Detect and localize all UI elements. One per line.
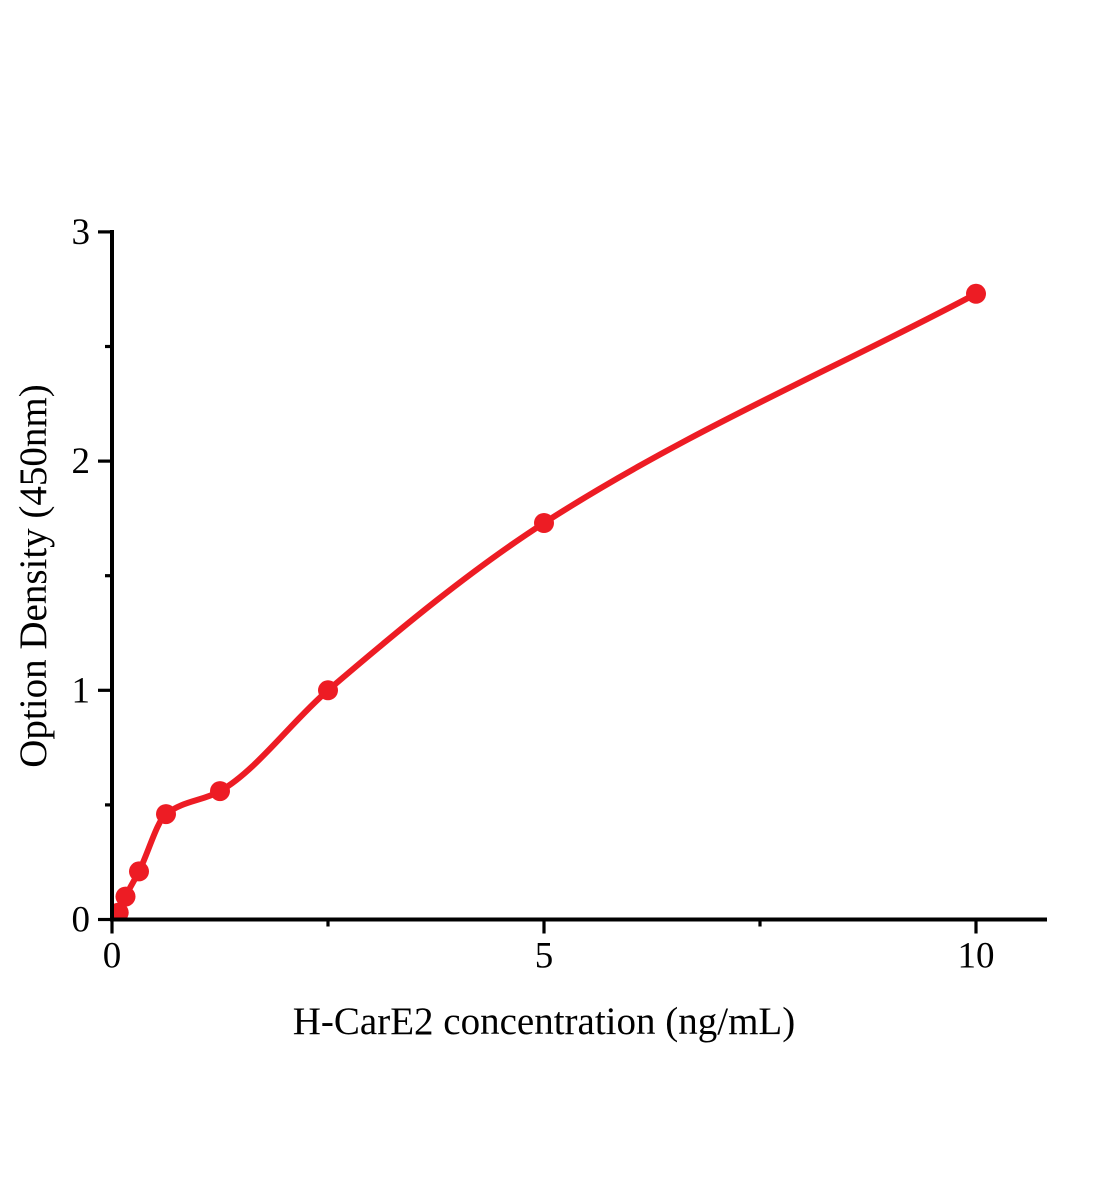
data-point [115, 886, 136, 907]
data-point [534, 513, 554, 533]
tick-labels-group: 0 5 10 0 1 2 3 [72, 212, 995, 977]
data-point [156, 804, 176, 825]
data-series-group [114, 283, 986, 918]
standard-curve-fit-line [114, 290, 979, 918]
data-point [318, 680, 338, 701]
data-point [966, 283, 986, 304]
y-axis-tick-label: 2 [72, 441, 91, 482]
x-axis-title: H-CarE2 concentration (ng/mL) [293, 1000, 796, 1043]
x-axis-tick-label: 0 [103, 936, 122, 977]
x-axis-tick-label: 5 [535, 936, 554, 977]
y-axis-tick-label: 1 [72, 670, 91, 711]
x-axis-tick-label: 10 [958, 936, 995, 977]
y-axis-tick-label: 3 [72, 212, 91, 253]
data-point [210, 781, 230, 802]
axes-group [98, 230, 1047, 934]
y-axis-title: Option Density (450nm) [12, 384, 55, 767]
data-point [129, 861, 149, 882]
y-axis-tick-label: 0 [72, 900, 91, 941]
